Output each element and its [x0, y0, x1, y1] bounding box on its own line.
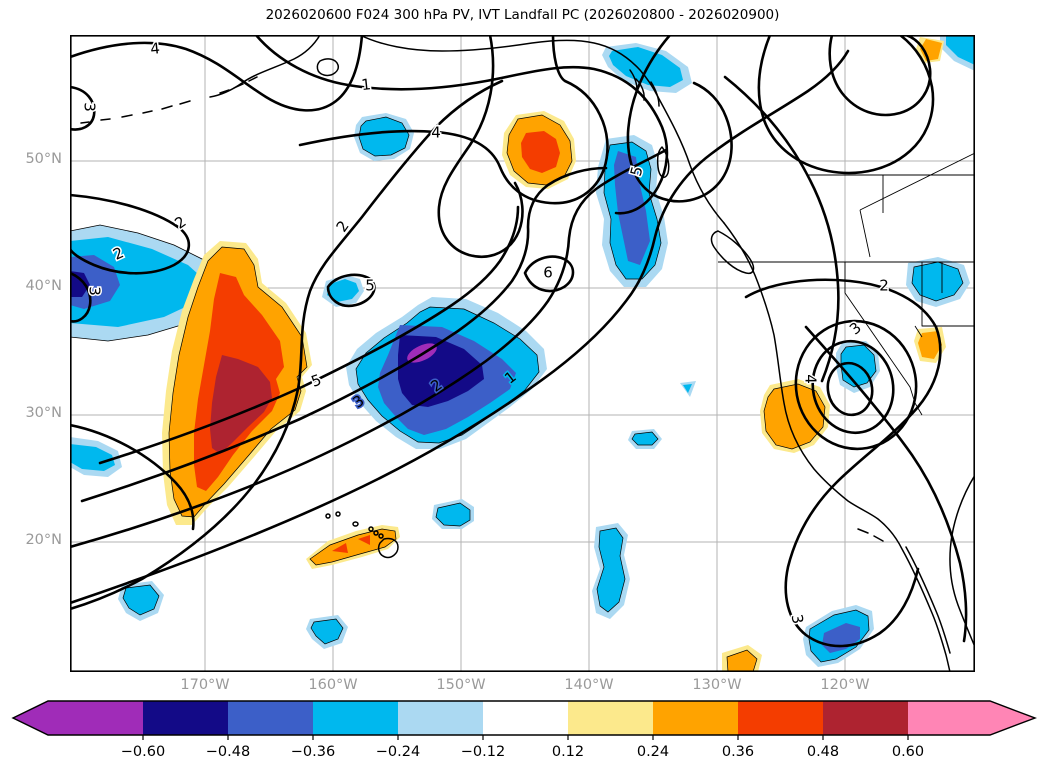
colorbar-cell [738, 701, 823, 735]
map-plot-area: 4314223255321562343 [70, 35, 975, 672]
x-tick-label: 120°W [820, 677, 869, 693]
colorbar-tick-label: 0.36 [722, 744, 754, 760]
colorbar-tick-label: 0.60 [892, 744, 924, 760]
colorbar-cell [653, 701, 738, 735]
colorbar-cell [228, 701, 313, 735]
colorbar-tick-label: 0.12 [552, 744, 584, 760]
y-tick-label: 20°N [0, 532, 62, 548]
figure: 2026020600 F024 300 hPa PV, IVT Landfall… [0, 0, 1047, 765]
map-svg: 4314223255321562343 [70, 35, 975, 672]
pv-contour-label: 5 [365, 277, 375, 295]
x-tick-label: 160°W [308, 677, 357, 693]
colorbar-tick-label: −0.36 [291, 744, 335, 760]
plot-title: 2026020600 F024 300 hPa PV, IVT Landfall… [70, 7, 975, 23]
x-tick-label: 130°W [692, 677, 741, 693]
colorbar-tick-label: −0.24 [376, 744, 420, 760]
colorbar-tick-label: 0.48 [807, 744, 839, 760]
colorbar-cell [823, 701, 908, 735]
colorbar-over-arrow [908, 701, 1035, 735]
colorbar-tick-label: −0.60 [121, 744, 165, 760]
colorbar-under-arrow [13, 701, 143, 735]
y-tick-label: 30°N [0, 405, 62, 421]
colorbar-svg: −0.60 −0.48 −0.36 −0.24 −0.12 0.12 0.24 0.36 0.4… [0, 693, 1047, 765]
colorbar: −0.60 −0.48 −0.36 −0.24 −0.12 0.12 0.24 0.36 0.4… [0, 693, 1047, 765]
colorbar-tick-label: −0.48 [206, 744, 250, 760]
colorbar-cell [398, 701, 483, 735]
x-tick-label: 150°W [436, 677, 485, 693]
pv-contour-label: 4 [149, 39, 160, 58]
pv-contour-label: 5 [309, 371, 324, 391]
x-tick-label: 170°W [180, 677, 229, 693]
y-tick-label: 40°N [0, 278, 62, 294]
pv-contour-label: 3 [80, 102, 98, 112]
colorbar-tick-label: 0.24 [637, 744, 669, 760]
pv-contour-label: 3 [788, 613, 807, 626]
pv-contour-label: 1 [360, 75, 371, 94]
pv-contour-label: 4 [431, 124, 441, 142]
colorbar-cell [483, 701, 568, 735]
y-tick-label: 50°N [0, 151, 62, 167]
pv-contour-label: 2 [171, 212, 189, 232]
pv-contour-label: 2 [879, 277, 889, 295]
colorbar-tick-label: −0.12 [461, 744, 505, 760]
pv-contour-label: 3 [85, 286, 103, 296]
pv-contour-label: 6 [543, 264, 553, 282]
x-tick-label: 140°W [564, 677, 613, 693]
colorbar-cell [313, 701, 398, 735]
colorbar-cell [568, 701, 653, 735]
shaded-pc-fields [70, 35, 975, 672]
colorbar-cell [143, 701, 228, 735]
pv-contour-label: 4 [801, 374, 819, 384]
